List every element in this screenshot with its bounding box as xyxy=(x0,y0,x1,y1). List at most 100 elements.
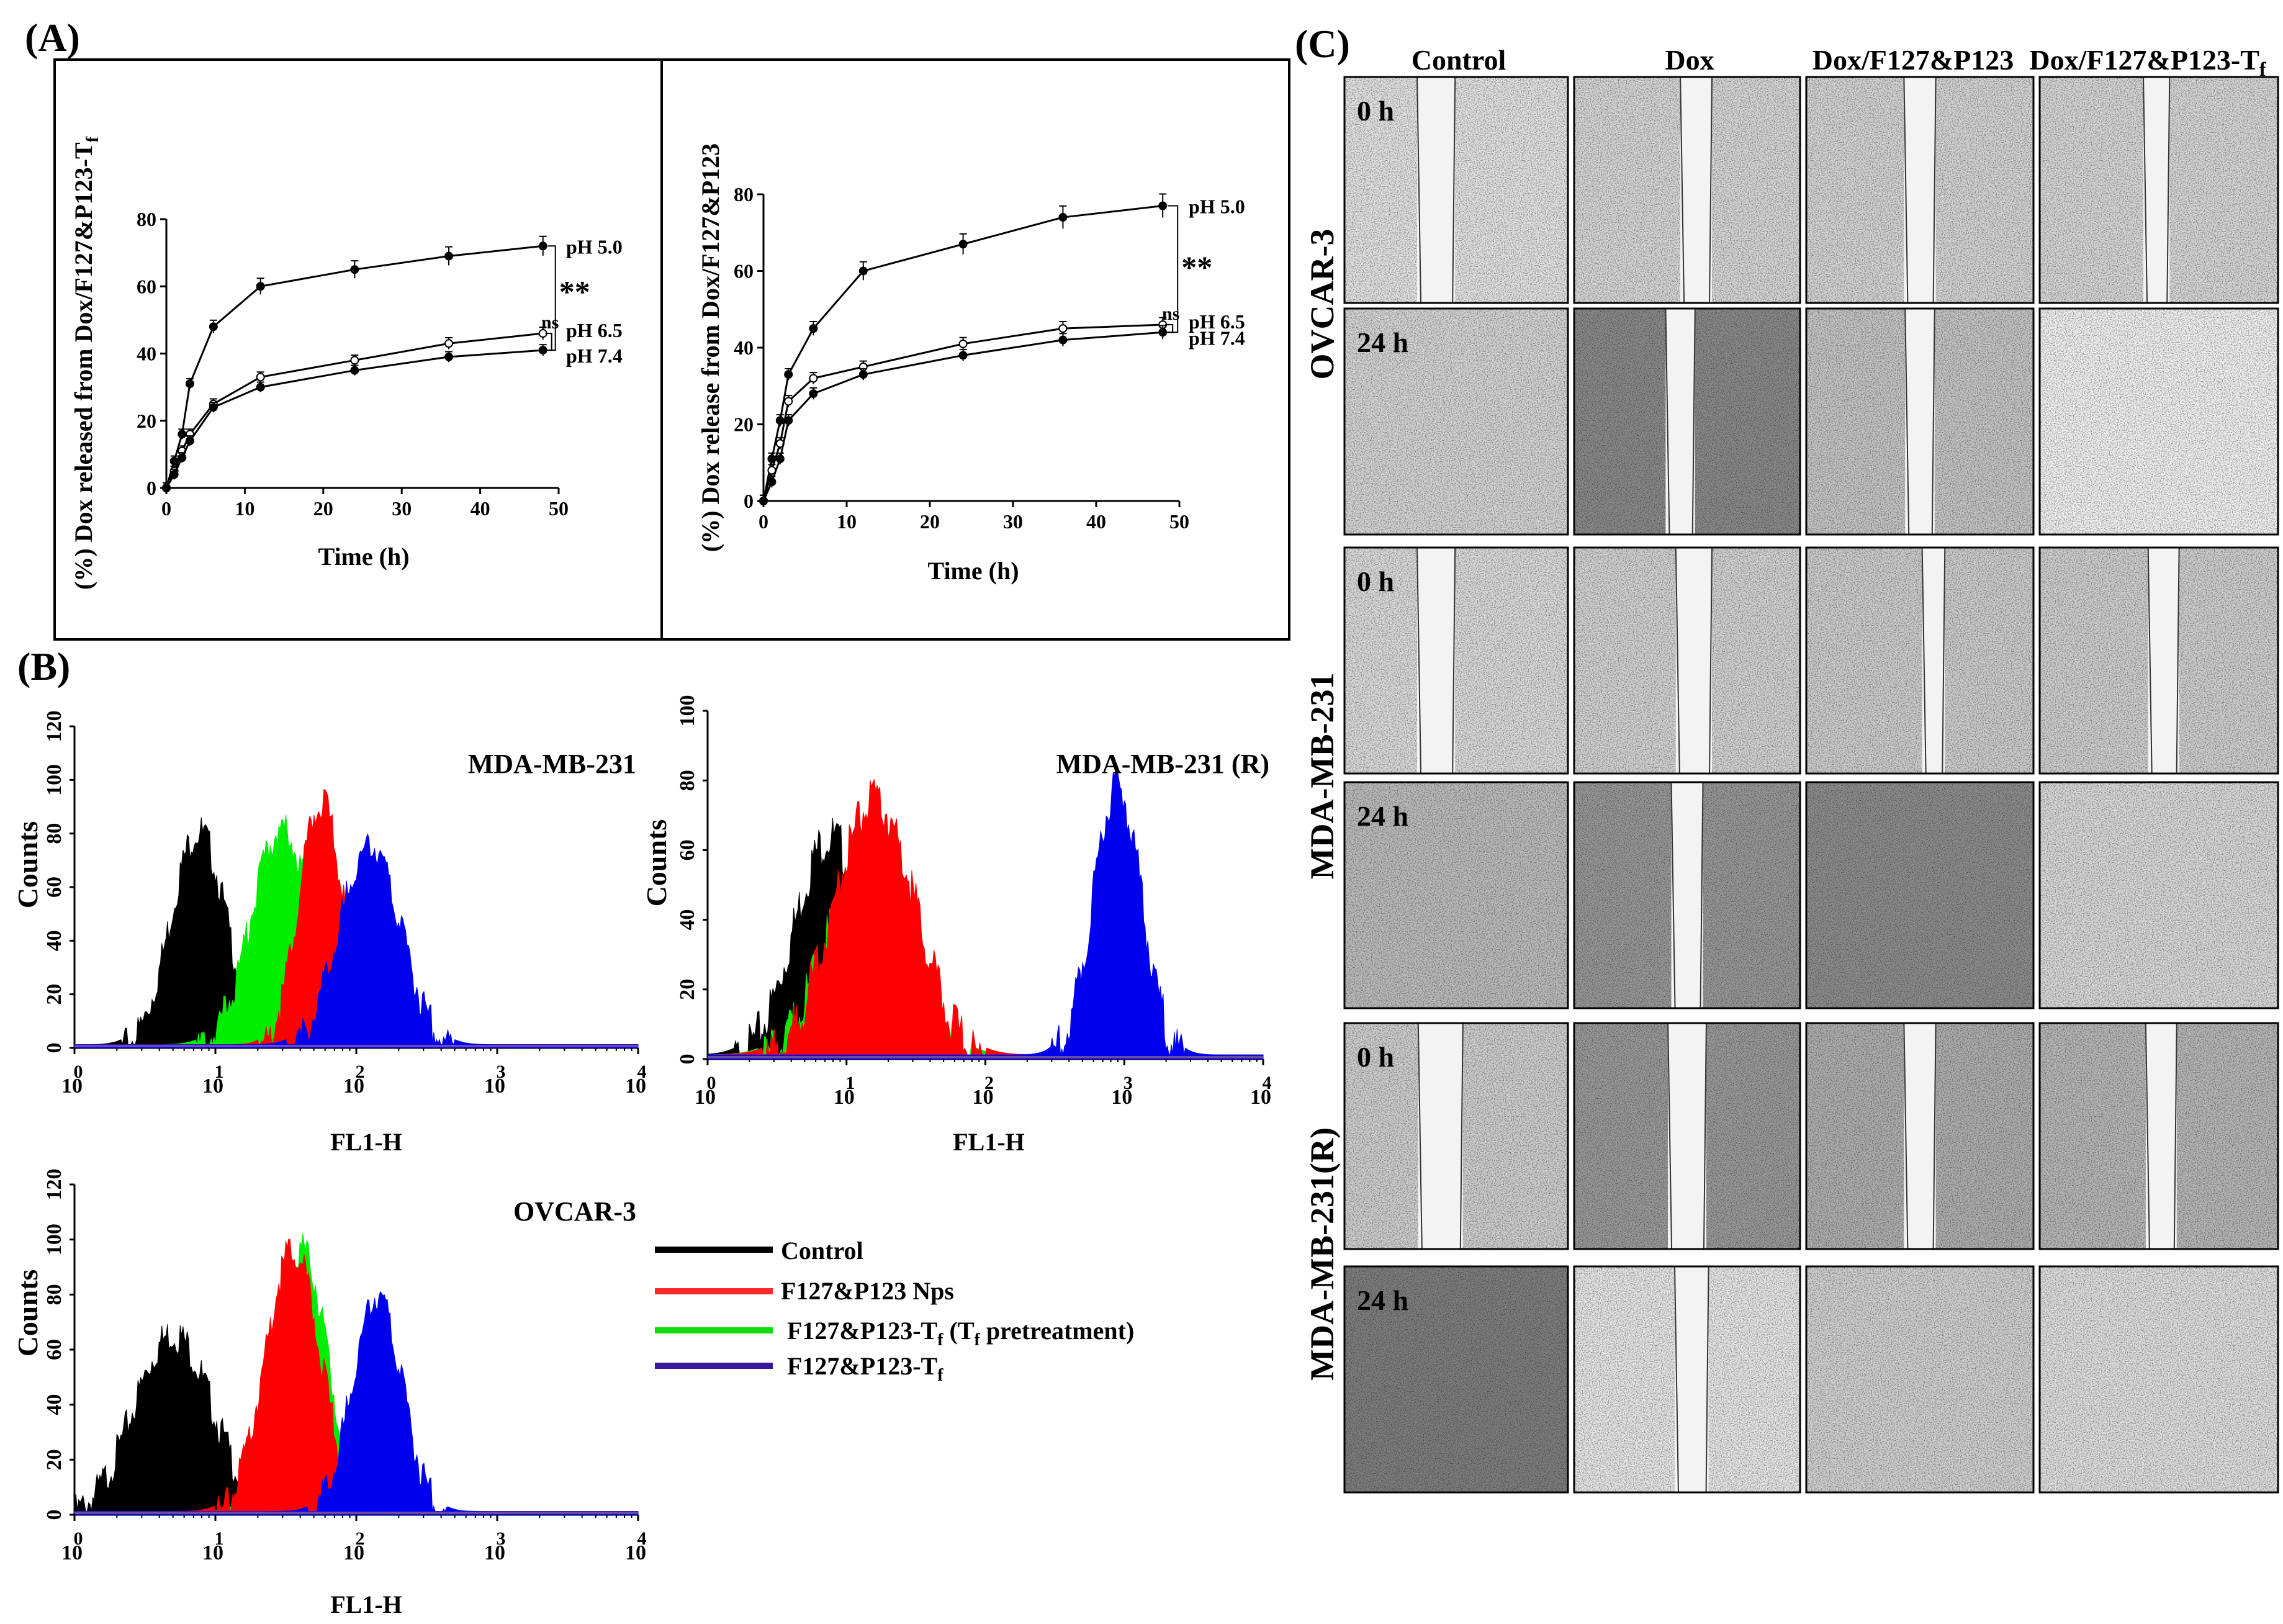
scratch-edge xyxy=(1452,547,1456,774)
histogram-title: OVCAR-3 xyxy=(513,1196,636,1227)
data-point xyxy=(958,351,968,360)
scratch-assay-grid: 0 h 24 h 0 h 24 h 0 h 24 h xyxy=(1343,76,2279,1494)
data-point xyxy=(958,339,968,348)
scratch-image-border xyxy=(1343,307,1569,536)
release-chart-left-annotations: **ns xyxy=(541,245,590,351)
time-label: 24 h xyxy=(1357,327,1408,358)
data-point xyxy=(350,366,359,375)
release-chart-right-plot: 0 20 40 60 80 0 10 20 30 40 50 pH 5.0 pH 6.5pH 7.4 xyxy=(734,183,1245,533)
y-tick-label: 40 xyxy=(43,930,66,951)
scratch-image-border xyxy=(1573,76,1801,304)
x-tick-exponent: 1 xyxy=(845,1073,855,1093)
scratch-gap xyxy=(2148,548,2179,774)
x-tick-exponent: 1 xyxy=(215,1062,224,1082)
row-label-mda-mb-231: MDA-MB-231 xyxy=(1304,673,1341,880)
scratch-gap xyxy=(1671,782,1703,1008)
scratch-assay-row-labels: OVCAR-3 MDA-MB-231 MDA-MB-231(R) xyxy=(1304,229,1341,1381)
scratch-image-border xyxy=(2038,307,2279,536)
scratch-image-border xyxy=(2038,76,2279,304)
x-tick-label: 50 xyxy=(549,497,569,520)
release-chart-right-xlabel: Time (h) xyxy=(927,557,1019,585)
scratch-edge xyxy=(1942,547,1946,774)
legend-label-control: Control xyxy=(781,1237,863,1265)
legend-label-tf: F127&P123-Tf xyxy=(787,1352,943,1385)
x-tick-label: 20 xyxy=(920,510,940,533)
x-tick-exponent: 4 xyxy=(637,1062,647,1082)
x-tick-base: 10 xyxy=(484,1075,505,1098)
scratch-image-texture xyxy=(1344,782,1568,1008)
data-point xyxy=(1058,335,1068,345)
scratch-image-texture xyxy=(1344,77,1568,303)
release-chart-left-plot: 0 20 40 60 80 0 10 20 30 40 50 pH 5.0 pH 6.5 pH 7.4 xyxy=(137,208,623,520)
legend-label-tf-pretreatment: F127&P123-Tf (Tf pretreatment) xyxy=(787,1317,1134,1350)
scratch-image-border xyxy=(1343,76,1569,304)
data-point xyxy=(256,282,265,291)
y-tick-label: 0 xyxy=(43,1043,66,1053)
x-tick-label: 10 xyxy=(837,510,857,533)
histogram-ylabel: Counts xyxy=(641,819,672,907)
release-chart-left-xlabel: Time (h) xyxy=(318,543,409,571)
scratch-image-border xyxy=(1343,1265,1569,1494)
scratch-gap xyxy=(1904,1023,1936,1249)
scratch-image-border xyxy=(1805,781,2035,1009)
y-tick-label: 40 xyxy=(137,343,156,365)
data-point xyxy=(444,251,454,261)
data-point xyxy=(784,416,793,425)
x-tick-exponent: 0 xyxy=(74,1062,83,1082)
scratch-image-border xyxy=(1343,781,1569,1009)
scratch-image-r2-c4 xyxy=(2038,307,2279,536)
data-point xyxy=(784,370,793,379)
scratch-image-r2-c2 xyxy=(1573,307,1801,536)
data-point xyxy=(759,497,768,505)
x-tick-label: 30 xyxy=(1003,510,1023,533)
x-tick-base: 10 xyxy=(343,1541,364,1564)
x-tick-base: 10 xyxy=(1111,1086,1132,1109)
scratch-image-border xyxy=(1805,76,2035,304)
column-header-dox: Dox xyxy=(1665,44,1714,76)
column-header-dox-f127-p123-tf: Dox/F127&P123-Tf xyxy=(2029,44,2266,80)
scratch-image-texture xyxy=(2040,309,2278,535)
data-point xyxy=(958,240,968,249)
scratch-image-border xyxy=(1805,546,2035,775)
scratch-edge xyxy=(2166,76,2171,304)
x-tick-exponent: 0 xyxy=(707,1073,716,1093)
scratch-gap xyxy=(1418,1023,1463,1249)
row-label-mda-mb-231-r: MDA-MB-231(R) xyxy=(1304,1127,1341,1381)
x-tick-exponent: 1 xyxy=(215,1528,224,1549)
histogram-title: MDA-MB-231 xyxy=(468,749,636,779)
y-tick-label: 20 xyxy=(676,979,699,1000)
scratch-image-texture xyxy=(1344,309,1568,535)
scratch-edge xyxy=(1417,1022,1423,1250)
data-point xyxy=(178,453,187,462)
panel-a-right-frame xyxy=(660,58,1290,641)
scratch-edge xyxy=(1709,547,1713,774)
data-point xyxy=(538,241,547,251)
x-tick-exponent: 3 xyxy=(497,1062,506,1082)
scratch-image-border xyxy=(1805,1022,2035,1250)
series-label: pH 5.0 xyxy=(566,235,623,258)
scratch-edge xyxy=(1459,1022,1464,1250)
scratch-edge xyxy=(1675,547,1680,774)
data-point xyxy=(162,484,171,492)
scratch-edge xyxy=(1903,1022,1909,1250)
histogram-ylabel: Counts xyxy=(12,1270,43,1357)
x-tick-label: 40 xyxy=(1086,510,1106,533)
scratch-image-border xyxy=(1573,307,1801,536)
series-label: pH 7.4 xyxy=(566,345,623,367)
ns-bracket xyxy=(1165,323,1174,333)
scratch-gap xyxy=(1905,309,1935,535)
y-tick-label: 80 xyxy=(43,823,66,844)
y-tick-label: 0 xyxy=(146,477,156,499)
panel-b-label: (B) xyxy=(17,644,70,688)
scratch-image-border xyxy=(1573,1022,1801,1250)
scratch-gap xyxy=(1680,77,1713,303)
x-tick-label: 20 xyxy=(313,497,333,520)
y-tick-label: 60 xyxy=(734,260,754,282)
data-point xyxy=(775,454,785,464)
y-tick-label: 80 xyxy=(734,183,754,205)
x-tick-label: 0 xyxy=(161,497,171,520)
y-tick-label: 20 xyxy=(43,984,66,1005)
scratch-edge xyxy=(1932,1022,1937,1250)
scratch-image-r4-c4 xyxy=(2038,781,2279,1009)
scratch-gap xyxy=(1922,548,1945,774)
